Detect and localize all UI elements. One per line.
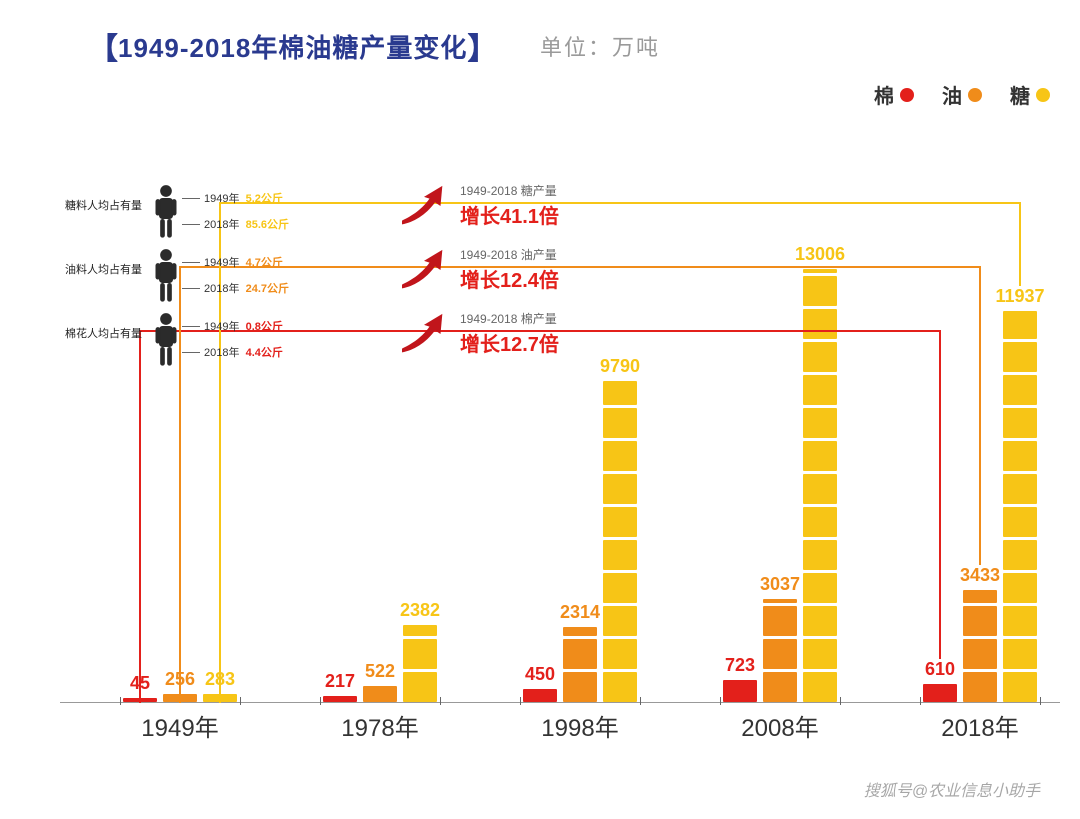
bar-cotton: [723, 677, 757, 702]
x-label: 2008年: [741, 708, 818, 743]
growth-callout-sugar: 1949-2018 糖产量增长41.1倍: [460, 178, 760, 234]
person-icon: [152, 248, 180, 304]
connector-vline: [939, 330, 941, 659]
bar-value-label: 723: [725, 655, 755, 676]
bar-sugar: [1003, 308, 1037, 702]
pc-year: 1949年: [204, 321, 239, 333]
bar-value-label: 610: [925, 659, 955, 680]
growth-head: 1949-2018 糖产量: [460, 182, 557, 199]
bar-sugar: [603, 378, 637, 702]
legend-label: 糖: [1010, 80, 1030, 109]
chart-area: 1949年1978年1998年2008年2018年 45256283217522…: [60, 120, 1060, 749]
pc-value: 85.6公斤: [246, 219, 289, 231]
person-icon: [152, 312, 180, 368]
canvas: 【 1949-2018年棉油糖产量变化 】 单位：万吨 棉 油 糖 1949年 197…: [0, 0, 1080, 819]
bar-cotton: [923, 681, 957, 702]
bar-oil: [563, 624, 597, 702]
bracket-close: 】: [467, 24, 497, 68]
growth-arrow-icon: [396, 184, 452, 228]
bar-cotton: [523, 686, 557, 703]
pc-value: 24.7公斤: [246, 283, 289, 295]
pc-year: 2018年: [204, 283, 239, 295]
title-text: 1949-2018年棉油糖产量变化: [118, 28, 467, 65]
bar-value-label: 2314: [560, 602, 600, 623]
bar-value-label: 217: [325, 671, 355, 692]
per-capita-text: 2018年 24.7公斤: [204, 280, 289, 296]
bar-cotton: [323, 693, 357, 703]
bar-value-label: 450: [525, 664, 555, 685]
legend-dot-icon: [1036, 88, 1050, 102]
x-label: 1998年: [541, 708, 618, 743]
per-capita-text: 1949年 0.8公斤: [204, 318, 283, 334]
pc-year: 1949年: [204, 257, 239, 269]
x-label: 1949年: [141, 708, 218, 743]
person-icon: [152, 184, 180, 240]
pc-value: 4.7公斤: [246, 257, 283, 269]
growth-main: 增长12.4倍: [460, 264, 559, 293]
bar-oil: [963, 587, 997, 702]
bar-value-label: 522: [365, 661, 395, 682]
per-capita-label: 油料人均占有量: [12, 264, 142, 277]
legend-dot-icon: [968, 88, 982, 102]
connector-vline: [979, 266, 981, 565]
growth-arrow-icon: [396, 248, 452, 292]
chart-title: 【 1949-2018年棉油糖产量变化 】: [88, 24, 497, 68]
pc-year: 2018年: [204, 219, 239, 231]
per-capita-text: 1949年 4.7公斤: [204, 254, 283, 270]
growth-callout-cotton: 1949-2018 棉产量增长12.7倍: [460, 306, 760, 362]
per-capita-row-cotton: 棉花人均占有量 1949年 0.8公斤2018年 4.4公斤: [60, 310, 420, 366]
legend-label: 棉: [874, 80, 894, 109]
x-label: 1978年: [341, 708, 418, 743]
legend-item-oil: 油: [942, 80, 982, 109]
bracket-open: 【: [88, 24, 118, 68]
growth-main: 增长41.1倍: [460, 200, 559, 229]
bar-value-label: 2382: [400, 600, 440, 621]
watermark: 搜狐号@农业信息小助手: [864, 777, 1040, 801]
unit-label: 单位：万吨: [540, 30, 660, 62]
growth-head: 1949-2018 油产量: [460, 246, 557, 263]
legend-label: 油: [942, 80, 962, 109]
growth-callout-oil: 1949-2018 油产量增长12.4倍: [460, 242, 760, 298]
pc-value: 0.8公斤: [246, 321, 283, 333]
per-capita-row-sugar: 糖料人均占有量 1949年 5.2公斤2018年 85.6公斤: [60, 182, 420, 238]
bar-value-label: 11937: [995, 286, 1044, 307]
pc-value: 5.2公斤: [246, 193, 283, 205]
per-capita-row-oil: 油料人均占有量 1949年 4.7公斤2018年 24.7公斤: [60, 246, 420, 302]
legend-item-cotton: 棉: [874, 80, 914, 109]
legend-item-sugar: 糖: [1010, 80, 1050, 109]
growth-main: 增长12.7倍: [460, 328, 559, 357]
growth-arrow-icon: [396, 312, 452, 356]
bar-value-label: 3433: [960, 565, 1000, 586]
bar-oil: [363, 683, 397, 702]
bar-value-label: 3037: [760, 574, 800, 595]
legend-dot-icon: [900, 88, 914, 102]
legend: 棉油糖: [874, 80, 1050, 109]
per-capita-label: 棉花人均占有量: [12, 328, 142, 341]
per-capita-text: 2018年 4.4公斤: [204, 344, 283, 360]
pc-year: 2018年: [204, 347, 239, 359]
per-capita-label: 糖料人均占有量: [12, 200, 142, 213]
per-capita-text: 2018年 85.6公斤: [204, 216, 289, 232]
connector-vline: [139, 330, 141, 703]
bar-sugar: [403, 622, 437, 702]
pc-year: 1949年: [204, 193, 239, 205]
per-capita-text: 1949年 5.2公斤: [204, 190, 283, 206]
bar-value-label: 13006: [795, 244, 845, 265]
growth-head: 1949-2018 棉产量: [460, 310, 557, 327]
bar-oil: [763, 596, 797, 702]
connector-vline: [1019, 202, 1021, 286]
x-axis: 1949年 1978年 1998年 2008年 2018年: [60, 703, 1060, 749]
pc-value: 4.4公斤: [246, 347, 283, 359]
x-label: 2018年: [941, 708, 1018, 743]
